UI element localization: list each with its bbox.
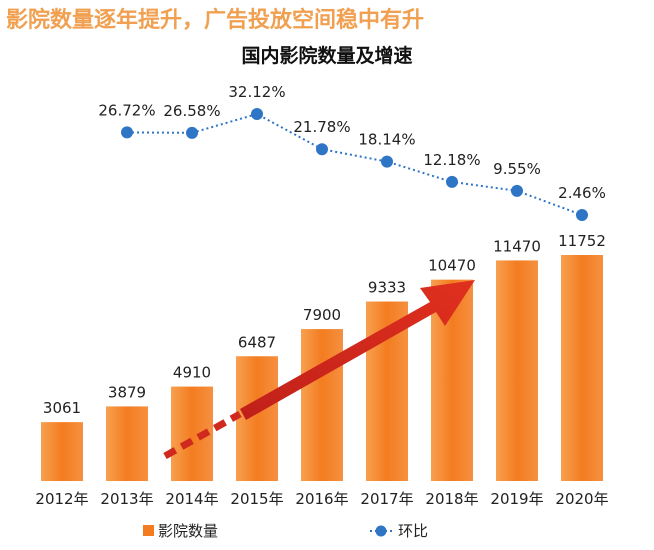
bar	[106, 406, 148, 481]
legend-bar-swatch	[143, 525, 154, 536]
legend-bar-label: 影院数量	[158, 522, 218, 540]
bar-value-label: 11470	[493, 237, 541, 255]
bar	[41, 422, 83, 481]
x-tick-label: 2018年	[425, 490, 478, 508]
x-tick-label: 2017年	[360, 490, 413, 508]
trend-arrow	[163, 280, 475, 460]
growth-label: 18.14%	[358, 131, 415, 149]
x-tick-label: 2019年	[490, 490, 543, 508]
x-tick-label: 2014年	[165, 490, 218, 508]
growth-label: 26.58%	[163, 102, 220, 120]
growth-label: 12.18%	[423, 151, 480, 169]
growth-label: 26.72%	[98, 101, 155, 119]
headline: 影院数量逐年提升，广告投放空间稳中有升	[6, 8, 425, 33]
bar-value-label: 3879	[108, 383, 146, 401]
bar-value-label: 6487	[238, 333, 276, 351]
chart-title: 国内影院数量及增速	[241, 44, 412, 67]
growth-point	[576, 208, 588, 221]
growth-label: 2.46%	[558, 184, 606, 202]
bar-value-label: 7900	[303, 306, 341, 324]
growth-point	[381, 155, 393, 168]
growth-point	[316, 143, 328, 156]
bar-value-label: 3061	[43, 399, 81, 417]
bar-value-label: 4910	[173, 364, 211, 382]
x-tick-label: 2020年	[555, 490, 608, 508]
bar	[236, 356, 278, 481]
growth-point	[446, 175, 458, 188]
growth-line	[126, 112, 583, 216]
growth-point	[186, 126, 198, 139]
x-tick-label: 2013年	[100, 490, 153, 508]
bar-value-label: 9333	[368, 279, 406, 297]
bar	[301, 329, 343, 481]
x-tick-label: 2012年	[35, 490, 88, 508]
bar-value-label: 11752	[558, 232, 606, 250]
legend-line-label: 环比	[398, 522, 428, 540]
growth-point	[251, 108, 263, 120]
bar	[496, 260, 538, 481]
growth-label: 9.55%	[493, 160, 541, 178]
bar	[561, 255, 603, 481]
legend-line-marker	[375, 525, 387, 537]
bar-value-label: 10470	[428, 257, 476, 275]
growth-point	[511, 184, 523, 197]
x-tick-label: 2016年	[295, 490, 348, 508]
growth-label: 32.12%	[228, 83, 285, 101]
x-tick-label: 2015年	[230, 490, 283, 508]
growth-point	[121, 126, 133, 139]
growth-label: 21.78%	[293, 118, 350, 136]
